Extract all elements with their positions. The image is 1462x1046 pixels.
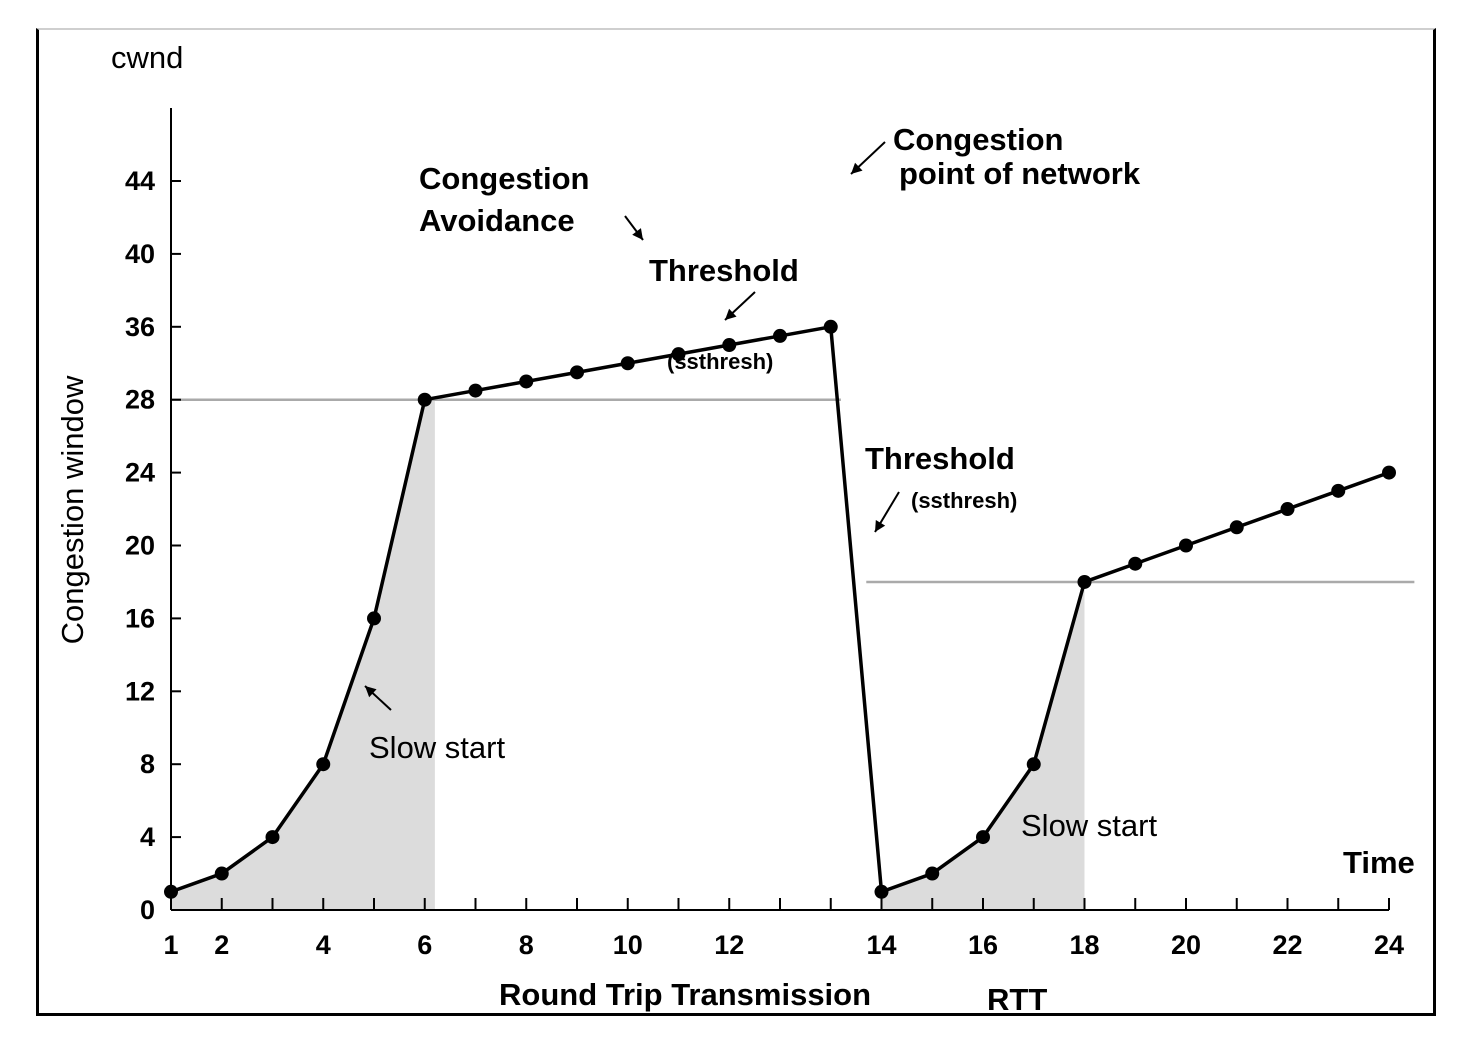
- data-point: [1382, 465, 1396, 480]
- x-tick-label: 6: [417, 930, 432, 960]
- data-point: [570, 365, 584, 380]
- y-tick-label: 4: [140, 822, 155, 852]
- annotation-slow-start-2: Slow start: [1021, 808, 1157, 843]
- y-tick-label: 8: [140, 749, 155, 779]
- x-axis-label: Round Trip Transmission: [499, 977, 871, 1012]
- data-point: [1128, 556, 1143, 571]
- slow-start-region: [171, 399, 435, 910]
- y-tick-label: 20: [125, 531, 155, 561]
- data-point: [976, 830, 990, 845]
- x-axis-unit: RTT: [987, 982, 1047, 1017]
- x-ticks: 1 2 4 6 8 10 12 14 16 18 20 22 24: [163, 898, 1404, 960]
- annotation-ssthresh-1: (ssthresh): [667, 349, 773, 374]
- annotation-arrowhead: [632, 228, 643, 240]
- data-point: [925, 866, 940, 881]
- x-tick-label: 16: [968, 930, 998, 960]
- annotation-threshold-1: Threshold: [649, 253, 799, 288]
- data-point: [620, 356, 635, 371]
- data-point: [265, 830, 280, 845]
- x-tick-label: 8: [519, 930, 534, 960]
- annotation-congestion-avoidance-1: Congestion: [419, 161, 590, 196]
- data-point: [1026, 757, 1041, 772]
- data-point: [1077, 574, 1092, 589]
- x-tick-label: 2: [214, 930, 229, 960]
- x-tick-label: 18: [1069, 930, 1099, 960]
- data-point: [164, 884, 178, 899]
- annotation-congestion-point-2: point of network: [899, 156, 1141, 191]
- annotation-congestion-avoidance-2: Avoidance: [419, 203, 575, 238]
- y-tick-label: 16: [125, 603, 155, 633]
- data-point: [773, 328, 787, 343]
- data-point: [367, 611, 381, 626]
- annotation-threshold-2: Threshold: [865, 441, 1015, 476]
- y-axis-label: Congestion window: [55, 375, 90, 644]
- annotation-slow-start-1: Slow start: [369, 730, 505, 765]
- cwnd-markers: [164, 319, 1396, 899]
- x-tick-label: 12: [714, 930, 744, 960]
- annotation-arrowhead: [725, 308, 737, 320]
- y-axis-top-label: cwnd: [111, 40, 183, 75]
- data-point: [1280, 502, 1295, 517]
- x-tick-label: 4: [316, 930, 331, 960]
- data-point: [519, 374, 534, 389]
- data-point: [1229, 520, 1244, 535]
- data-point: [1331, 483, 1346, 498]
- slow-start-region: [881, 581, 1085, 910]
- y-tick-label: 24: [125, 458, 155, 488]
- data-point: [468, 383, 483, 398]
- data-point: [722, 338, 737, 353]
- x-tick-label: 22: [1272, 930, 1302, 960]
- data-point: [417, 392, 432, 407]
- data-point: [1179, 538, 1193, 553]
- threshold-lines: [171, 398, 1415, 584]
- slow-start-shading: [171, 399, 1085, 910]
- y-tick-label: 0: [140, 895, 155, 925]
- annotation-arrowhead: [851, 162, 863, 174]
- y-tick-label: 36: [125, 312, 155, 342]
- x-axis-end-label: Time: [1343, 845, 1415, 880]
- annotation-arrowhead: [365, 686, 377, 698]
- y-tick-label: 44: [125, 166, 155, 196]
- data-point: [214, 866, 229, 881]
- y-tick-label: 28: [125, 385, 155, 415]
- annotation-ssthresh-2: (ssthresh): [911, 488, 1017, 513]
- x-tick-label: 1: [163, 930, 178, 960]
- data-point: [316, 757, 331, 772]
- y-tick-label: 12: [125, 676, 155, 706]
- data-point: [823, 319, 838, 334]
- annotation-arrowhead: [875, 520, 886, 532]
- y-ticks: 0 4 8 12 16 20 24 28 36 40 44: [125, 166, 181, 925]
- data-point: [874, 884, 889, 899]
- annotation-arrows: [364, 141, 900, 711]
- data-point: [671, 347, 686, 362]
- annotation-congestion-point-1: Congestion: [893, 122, 1064, 157]
- chart-frame: 0 4 8 12 16 20 24 28 36 40 44 1 2 4 6 8 10 12 14 16 18 20 22 2…: [36, 28, 1436, 1017]
- x-tick-label: 24: [1374, 930, 1404, 960]
- x-tick-label: 20: [1171, 930, 1201, 960]
- x-tick-label: 14: [866, 930, 896, 960]
- y-tick-label: 40: [125, 239, 155, 269]
- x-tick-label: 10: [613, 930, 643, 960]
